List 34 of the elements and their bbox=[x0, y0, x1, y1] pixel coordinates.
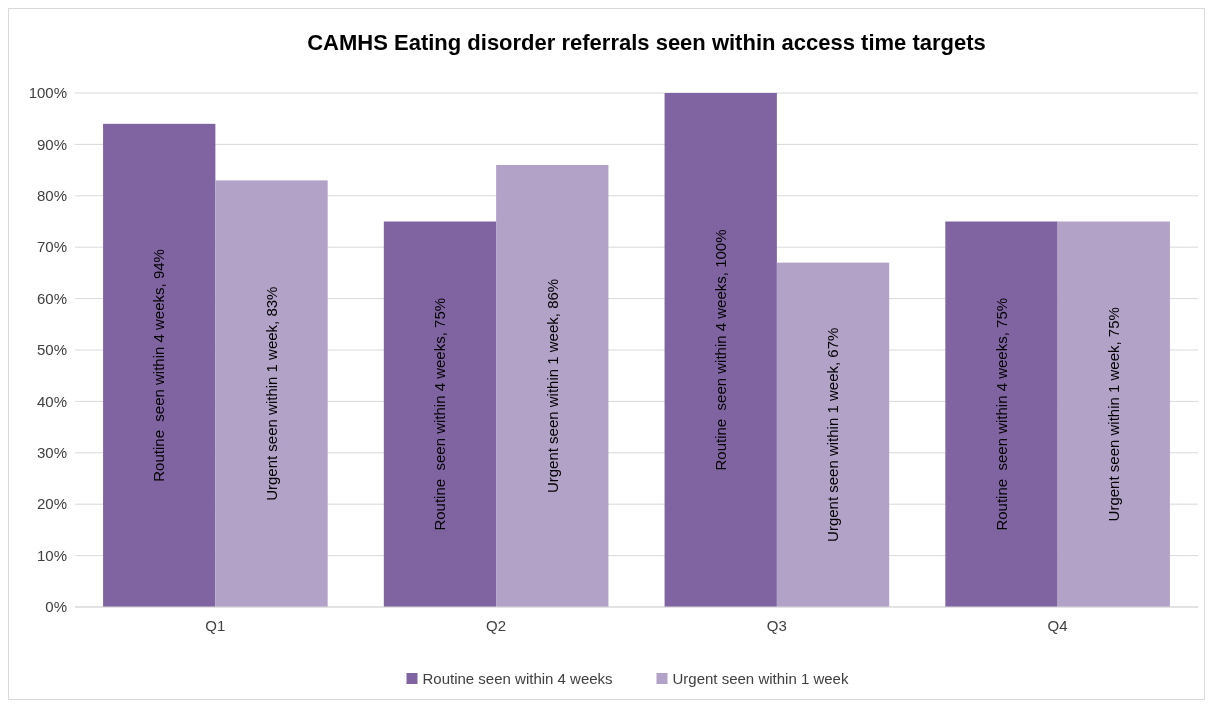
bar bbox=[776, 262, 890, 607]
y-tick-label: 50% bbox=[36, 341, 67, 359]
bar bbox=[1057, 221, 1170, 607]
x-tick-label: Q3 bbox=[766, 617, 787, 634]
y-tick-label: 20% bbox=[36, 495, 67, 513]
bar bbox=[945, 221, 1058, 607]
y-tick-label: 80% bbox=[36, 187, 67, 205]
bar bbox=[103, 123, 216, 607]
y-tick-label: 90% bbox=[36, 135, 67, 153]
bar bbox=[215, 180, 328, 607]
chart-title: CAMHS Eating disorder referrals seen within access time targets bbox=[307, 30, 986, 55]
data-label: Urgent seen within 1 week, 75% bbox=[1105, 307, 1123, 522]
y-tick-label: 0% bbox=[45, 598, 67, 616]
bar bbox=[383, 221, 497, 607]
legend-label: Routine seen within 4 weeks bbox=[422, 670, 613, 688]
x-tick-label: Q4 bbox=[1047, 617, 1068, 634]
y-tick-label: 100% bbox=[28, 84, 67, 102]
bar bbox=[664, 93, 777, 607]
y-tick-label: 70% bbox=[36, 238, 67, 256]
y-tick-label: 30% bbox=[36, 444, 67, 462]
bar bbox=[496, 164, 609, 607]
y-tick-label: 10% bbox=[36, 546, 67, 564]
y-tick-label: 40% bbox=[36, 392, 67, 410]
data-label: Urgent seen within 1 week, 86% bbox=[543, 278, 561, 494]
data-label: Routine seen within 4 weeks, 100% bbox=[711, 229, 729, 471]
data-label: Urgent seen within 1 week, 83% bbox=[262, 286, 280, 501]
y-tick-label: 60% bbox=[36, 289, 67, 307]
data-label: Routine seen within 4 weeks, 94% bbox=[150, 249, 168, 482]
data-label: Routine seen within 4 weeks, 75% bbox=[992, 297, 1010, 531]
x-tick-label: Q1 bbox=[205, 617, 226, 634]
x-tick-label: Q2 bbox=[486, 617, 507, 634]
data-label: Routine seen within 4 weeks, 75% bbox=[431, 297, 449, 531]
legend-label: Urgent seen within 1 week bbox=[672, 670, 849, 688]
data-label: Urgent seen within 1 week, 67% bbox=[824, 327, 842, 542]
